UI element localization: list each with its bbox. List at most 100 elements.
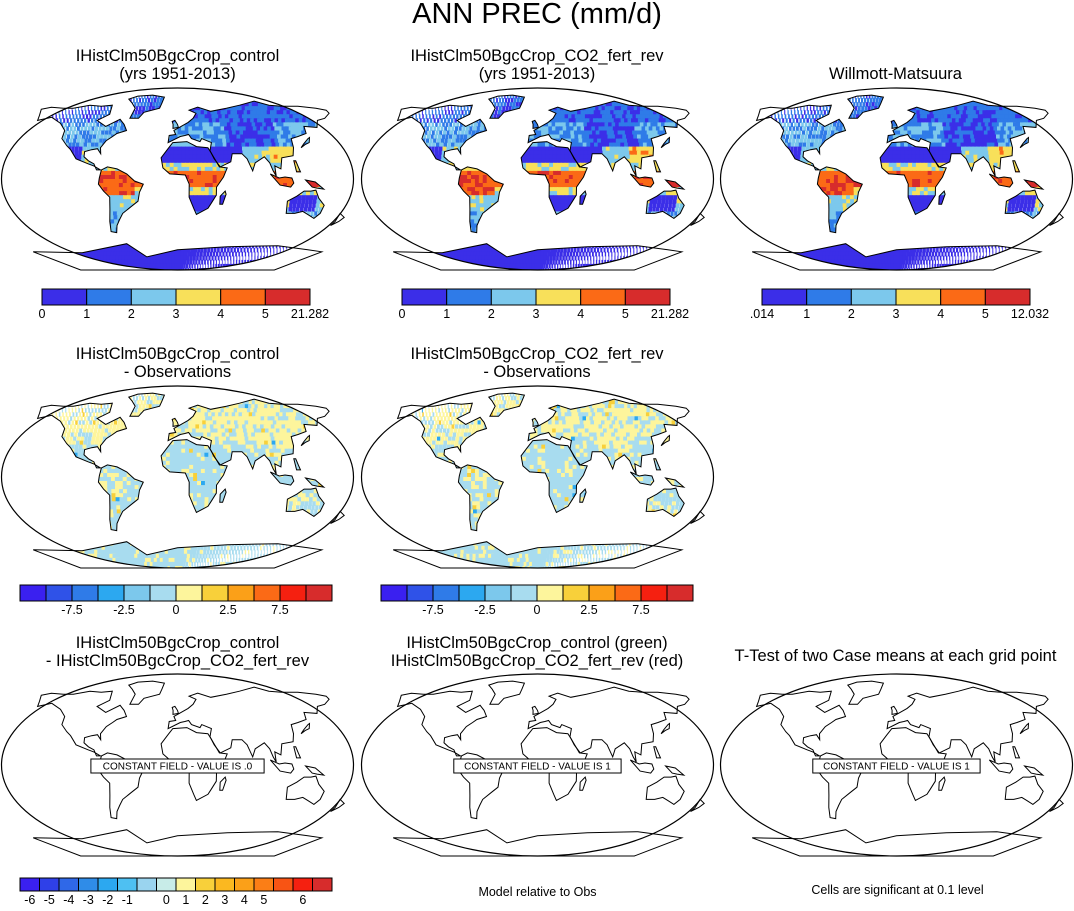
colorbar-tick-label: -6 <box>24 893 35 907</box>
colorbar-swatch <box>86 288 132 306</box>
colorbar-swatch <box>19 877 40 892</box>
colorbar-swatch <box>175 584 203 602</box>
colorbar-swatch <box>175 877 196 892</box>
colorbar-swatch <box>484 584 512 602</box>
constant-field-label: CONSTANT FIELD - VALUE IS 1 <box>812 758 981 774</box>
map-4 <box>0 385 355 569</box>
panel-1-title-line1: IHistClm50BgcCrop_control <box>0 47 355 65</box>
panel-7-title-line1: IHistClm50BgcCrop_control (green) <box>357 634 717 652</box>
colorbar-tick-label: 0 <box>399 307 406 321</box>
panel-4-title-line2: - Observations <box>0 363 355 381</box>
colorbar-swatch <box>984 288 1031 306</box>
colorbar-tick-label: 1 <box>443 307 450 321</box>
map-panel-2 <box>360 86 715 272</box>
colorbar-tick-label: 1 <box>182 893 189 907</box>
panel-2-title: IHistClm50BgcCrop_CO2_fert_rev (yrs 1951… <box>357 47 717 83</box>
map-8: CONSTANT FIELD - VALUE IS 1 <box>719 673 1074 857</box>
colorbar-swatch <box>305 584 333 602</box>
colorbar-swatch <box>220 288 266 306</box>
panel-5-title-line2: - Observations <box>357 363 717 381</box>
map-6: CONSTANT FIELD - VALUE IS .0 <box>0 673 355 857</box>
colorbar-diff-2: -7.5 -2.5 0 2.5 7.5 <box>380 584 701 623</box>
colorbar-swatch <box>406 584 434 602</box>
colorbar-swatch <box>39 877 60 892</box>
model-relative-note: Model relative to Obs <box>380 885 695 899</box>
colorbar-ttest: -6 -5 -4 -3 -2 -1 0 1 2 3 4 5 6 <box>19 877 340 911</box>
colorbar-tick-label: 5 <box>982 307 989 321</box>
colorbar-swatch <box>41 288 88 306</box>
colorbar-tick-label: 3 <box>533 307 540 321</box>
colorbar-swatch <box>666 584 694 602</box>
colorbar-swatch <box>292 877 313 892</box>
colorbar-swatch <box>273 877 294 892</box>
colorbar-obs: .014 1 2 3 4 5 12.032 <box>750 288 1062 327</box>
colorbar-tick-label: 1 <box>803 307 810 321</box>
panel-2-title-line1: IHistClm50BgcCrop_CO2_fert_rev <box>357 47 717 65</box>
colorbar-swatch <box>130 288 177 306</box>
colorbar-tick-label: 12.032 <box>1011 307 1049 321</box>
colorbar-tick-label: 3 <box>221 893 228 907</box>
panel-6-title: IHistClm50BgcCrop_control - IHistClm50Bg… <box>0 634 355 670</box>
colorbar-swatch <box>175 288 222 306</box>
colorbar-tick-label: -2.5 <box>474 603 496 617</box>
colorbar-swatch <box>201 584 229 602</box>
panel-6-title-line2: - IHistClm50BgcCrop_CO2_fert_rev <box>0 652 355 670</box>
colorbar-swatch <box>940 288 986 306</box>
colorbar-tick-label: 2 <box>202 893 209 907</box>
map-2 <box>360 87 715 271</box>
colorbar-tick-label: 0 <box>534 603 541 617</box>
colorbar-swatch <box>624 288 671 306</box>
colorbar-swatch <box>490 288 537 306</box>
panel-8-title-line1: T-Test of two Case means at each grid po… <box>717 647 1074 665</box>
colorbar-swatch <box>19 584 47 602</box>
colorbar-swatch <box>535 288 582 306</box>
colorbar-tick-label: .014 <box>750 307 774 321</box>
colorbar-swatch <box>588 584 616 602</box>
colorbar-swatch <box>97 877 118 892</box>
colorbar-model-1: 0 1 2 3 4 5 21.282 <box>39 288 342 327</box>
colorbar-tick-label: -7.5 <box>422 603 444 617</box>
colorbar-swatch <box>195 877 216 892</box>
colorbar-diff-1: -7.5 -2.5 0 2.5 7.5 <box>19 584 340 623</box>
colorbar-swatch <box>580 288 626 306</box>
colorbar-swatch <box>640 584 668 602</box>
significance-note: Cells are significant at 0.1 level <box>740 883 1055 897</box>
colorbar-swatch <box>536 584 564 602</box>
colorbar-swatch <box>78 877 99 892</box>
map-5 <box>360 385 715 569</box>
colorbar-tick-label: 3 <box>893 307 900 321</box>
colorbar-tick-label: -3 <box>83 893 94 907</box>
colorbar-swatch <box>71 584 99 602</box>
colorbar-swatch <box>895 288 942 306</box>
colorbar-tick-label: 4 <box>937 307 944 321</box>
panel-6-title-line1: IHistClm50BgcCrop_control <box>0 634 355 652</box>
colorbar-tick-label: -2.5 <box>113 603 135 617</box>
panel-7-title-line2: IHistClm50BgcCrop_CO2_fert_rev (red) <box>357 652 717 670</box>
panel-7-title: IHistClm50BgcCrop_control (green) IHistC… <box>357 634 717 670</box>
map-panel-4 <box>0 384 355 570</box>
panel-4-title: IHistClm50BgcCrop_control - Observations <box>0 345 355 381</box>
colorbar-swatch <box>850 288 897 306</box>
colorbar-swatch <box>614 584 642 602</box>
colorbar-swatch <box>149 584 177 602</box>
colorbar-tick-label: 4 <box>577 307 584 321</box>
colorbar-tick-label: -7.5 <box>61 603 83 617</box>
colorbar-swatch <box>446 288 492 306</box>
colorbar-swatch <box>380 584 408 602</box>
colorbar-swatch <box>279 584 307 602</box>
colorbar-tick-label: 3 <box>173 307 180 321</box>
panel-1-title-line2: (yrs 1951-2013) <box>0 65 355 83</box>
panel-5-title: IHistClm50BgcCrop_CO2_fert_rev - Observa… <box>357 345 717 381</box>
panel-4-title-line1: IHistClm50BgcCrop_control <box>0 345 355 363</box>
colorbar-swatch <box>58 877 79 892</box>
colorbar-swatch <box>510 584 538 602</box>
map-panel-6: CONSTANT FIELD - VALUE IS .0 <box>0 672 355 858</box>
colorbar-model-2: 0 1 2 3 4 5 21.282 <box>399 288 702 327</box>
map-panel-1 <box>0 86 355 272</box>
map-panel-7: CONSTANT FIELD - VALUE IS 1 <box>360 672 715 858</box>
colorbar-swatch <box>806 288 852 306</box>
map-panel-3 <box>719 86 1074 272</box>
colorbar-tick-label: 6 <box>299 893 306 907</box>
colorbar-tick-label: -1 <box>122 893 133 907</box>
colorbar-tick-label: 5 <box>262 307 269 321</box>
